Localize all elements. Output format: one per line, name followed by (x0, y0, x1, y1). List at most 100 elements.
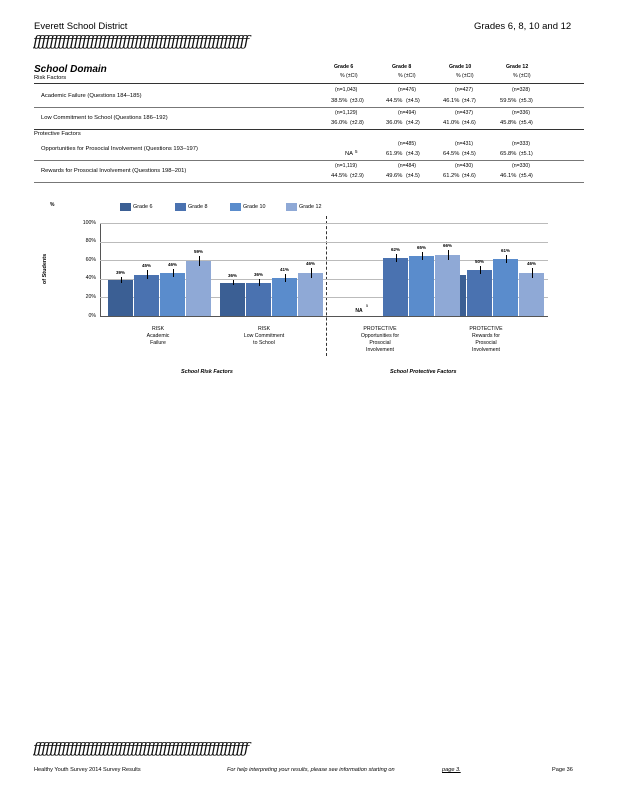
risk-protective-separator (326, 216, 327, 356)
row-n: (n=431) (455, 141, 474, 147)
bar-value-label: 62% (390, 247, 401, 253)
bar (272, 277, 297, 316)
error-bar (395, 254, 397, 263)
row-pct: 36.0% (331, 120, 348, 126)
bar (246, 282, 271, 316)
error-bar (421, 251, 423, 261)
footer-survey: Healthy Youth Survey 2014 Survey Results (34, 767, 141, 773)
row-pct: 49.6% (386, 173, 403, 179)
legend-swatch-grade-10 (230, 203, 241, 211)
y-tick-label: 40% (85, 275, 96, 282)
bar-na-footnote: 5 (365, 303, 369, 308)
error-bar (310, 268, 312, 279)
y-axis-label: of Students (42, 253, 49, 285)
bar-value-label: 66% (442, 243, 453, 249)
row-ci: (±4.2) (406, 120, 420, 126)
group-label-protective: School Protective Factors (390, 369, 457, 375)
row-n: (n=1,119) (335, 163, 357, 169)
category-label-academic-failure: RISK Academic Failure (146, 326, 170, 346)
section-divider (34, 129, 584, 130)
row-n: (n=427) (455, 87, 474, 93)
row-ci: (±2.8) (350, 120, 364, 126)
header-divider (34, 83, 584, 84)
row-divider (34, 182, 584, 183)
col-grade-12: Grade 12 (506, 64, 529, 70)
footer-help: For help interpreting your results, plea… (227, 767, 395, 773)
row-n: (n=485) (398, 141, 417, 147)
grades-label: Grades 6, 8, 10 and 12 (474, 21, 572, 32)
row-ci: (±5.4) (519, 173, 533, 179)
row-pct: 36.0% (386, 120, 403, 126)
row-n: (n=476) (398, 87, 417, 93)
error-bar (284, 273, 286, 283)
error-bar (505, 254, 507, 264)
row-label: Rewards for Prosocial Involvement (Quest… (41, 168, 187, 174)
error-bar (172, 268, 174, 278)
bar-value-label: 46% (167, 261, 178, 267)
row-ci: (±5.4) (519, 120, 533, 126)
bar (467, 269, 492, 316)
chart-legend: Grade 6 Grade 8 Grade 10 Grade 12 (120, 203, 340, 214)
row-n: (n=1,129) (335, 110, 358, 116)
error-bar (447, 250, 449, 260)
col-grade-8: Grade 8 (392, 64, 412, 70)
bar (383, 258, 408, 316)
row-pct: 44.5% (386, 98, 403, 104)
col-grade-12-sub: % (±CI) (513, 73, 531, 79)
row-pct: 64.5% (443, 151, 460, 157)
bottom-rule: ƒƒƒƒƒƒƒƒƒƒƒƒƒƒƒƒƒƒƒƒƒƒƒƒƒƒƒƒƒƒƒƒƒƒƒƒƒƒƒƒ… (33, 739, 249, 757)
row-ci: (±2.9) (350, 173, 364, 179)
row-label: Low Commitment to School (Questions 186–… (41, 115, 168, 121)
row-divider (34, 107, 584, 108)
error-bar (531, 268, 533, 279)
y-tick-label: 60% (85, 256, 96, 263)
row-n: (n=336) (512, 110, 531, 116)
bar (220, 282, 245, 316)
bar-na-label: NA (355, 308, 363, 314)
district-name: Everett School District (34, 21, 128, 32)
row-pct: 44.5% (331, 173, 348, 179)
row-label: Academic Failure (Questions 184–185) (41, 93, 142, 99)
top-rule: ƒƒƒƒƒƒƒƒƒƒƒƒƒƒƒƒƒƒƒƒƒƒƒƒƒƒƒƒƒƒƒƒƒƒƒƒƒƒƒƒ… (33, 32, 249, 50)
bar (298, 273, 323, 316)
y-tick-label: 0% (88, 312, 97, 319)
error-bar (120, 277, 122, 283)
row-n: (n=330) (512, 163, 531, 169)
bar (493, 259, 518, 316)
gridline (100, 241, 548, 243)
na-footnote: 5 (355, 149, 358, 154)
category-label-rewards: PROTECTIVE Rewards for Prosocial Involvemen… (469, 326, 503, 353)
legend-swatch-grade-6 (120, 203, 131, 211)
legend-swatch-grade-8 (175, 203, 186, 211)
row-label: Opportunities for Prosocial Involvement … (41, 146, 198, 152)
legend-label-grade-12: Grade 12 (299, 204, 322, 210)
row-pct: 46.1% (443, 98, 460, 104)
legend-swatch-grade-12 (286, 203, 297, 211)
row-n: (n=328) (512, 87, 531, 93)
gridline (100, 260, 548, 262)
risk-factors-heading: Risk Factors (34, 75, 67, 81)
row-ci: (±5.3) (519, 98, 533, 104)
row-ci: (±4.6) (462, 120, 476, 126)
gridline (100, 223, 548, 224)
x-axis-line (100, 316, 548, 317)
row-ci: (±4.6) (462, 173, 476, 179)
row-pct: NA (345, 151, 354, 157)
row-ci: (±4.3) (406, 151, 420, 157)
bar-value-label: 50% (474, 258, 485, 264)
category-label-opportunities: PROTECTIVE Opportunities for Prosocial Invo… (360, 326, 400, 353)
col-grade-8-sub: % (±CI) (398, 73, 416, 79)
row-ci: (±4.5) (462, 151, 476, 157)
footer-help-link[interactable]: page 3. (442, 767, 461, 773)
bar-value-label: 61% (500, 247, 511, 253)
y-axis-line (100, 223, 101, 316)
row-pct: 61.2% (443, 173, 460, 179)
bar-value-label: 36% (253, 271, 264, 277)
col-grade-6: Grade 6 (334, 64, 354, 70)
col-grade-6-sub: % (±CI) (340, 73, 358, 79)
bar (134, 274, 159, 316)
row-pct: 59.5% (500, 98, 517, 104)
row-ci: (±4.7) (462, 98, 476, 104)
section-title: School Domain (34, 64, 107, 75)
